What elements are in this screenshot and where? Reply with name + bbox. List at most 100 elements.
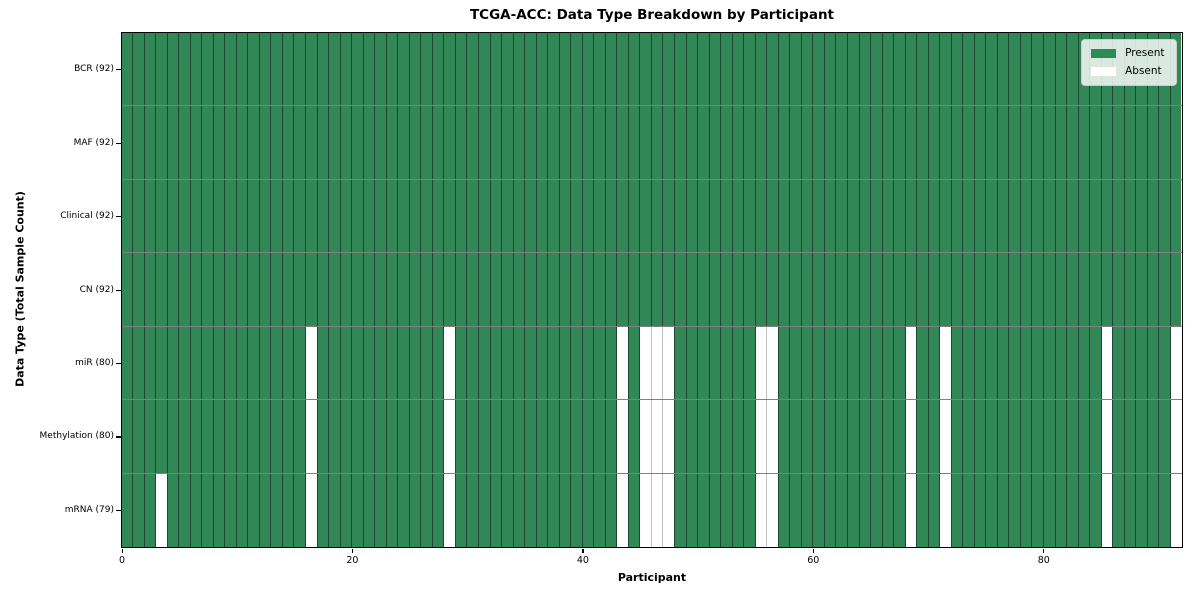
- y-tick-label: BCR (92): [74, 64, 114, 75]
- heatmap-cell: [478, 400, 491, 473]
- heatmap-cell: [467, 32, 479, 106]
- heatmap-cell: [617, 473, 629, 547]
- heatmap-cell: [1032, 179, 1044, 253]
- heatmap-cell: [1090, 106, 1102, 179]
- y-tick-label: miR (80): [75, 357, 114, 368]
- heatmap-cell: [432, 106, 445, 179]
- heatmap-cell: [525, 179, 537, 253]
- heatmap-cell: [801, 106, 814, 179]
- heatmap-cell: [605, 253, 618, 326]
- heatmap-cell: [548, 106, 560, 179]
- heatmap-cell: [502, 253, 514, 326]
- heatmap-cell: [502, 400, 514, 473]
- heatmap-cell: [398, 326, 410, 400]
- legend-entry-present: Present: [1091, 47, 1165, 59]
- heatmap-cell: [709, 473, 722, 547]
- heatmap-cell: [190, 253, 203, 326]
- heatmap-cell: [824, 179, 837, 253]
- chart-title: TCGA-ACC: Data Type Breakdown by Partici…: [469, 7, 835, 23]
- heatmap-cell: [548, 473, 560, 547]
- heatmap-cell: [640, 400, 652, 473]
- heatmap-cell: [963, 326, 975, 400]
- heatmap-cell: [571, 253, 583, 326]
- heatmap-cell: [363, 179, 376, 253]
- heatmap-cell: [1170, 326, 1182, 400]
- heatmap-cell: [963, 473, 975, 547]
- heatmap-cell: [790, 106, 802, 179]
- x-tick-mark: [1043, 548, 1045, 553]
- heatmap-cell: [871, 106, 883, 179]
- heatmap-cell: [928, 326, 941, 400]
- heatmap-cell: [282, 179, 295, 253]
- heatmap-cell: [559, 253, 572, 326]
- heatmap-cell: [1090, 179, 1102, 253]
- heatmap-cell: [928, 253, 941, 326]
- heatmap-cell: [709, 179, 722, 253]
- heatmap-cell: [951, 400, 964, 473]
- heatmap-cell: [571, 400, 583, 473]
- heatmap-cell: [444, 400, 456, 473]
- heatmap-cell: [755, 400, 768, 473]
- heatmap-cell: [1055, 106, 1068, 179]
- heatmap-cell: [432, 179, 445, 253]
- heatmap-cell: [167, 106, 180, 179]
- heatmap-cell: [663, 473, 675, 547]
- heatmap-cell: [617, 400, 629, 473]
- heatmap-cell: [640, 253, 652, 326]
- heatmap-cell: [167, 400, 180, 473]
- heatmap-cell: [651, 253, 664, 326]
- heatmap-cell: [721, 32, 733, 106]
- heatmap-cell: [421, 400, 433, 473]
- heatmap-cell: [744, 473, 756, 547]
- heatmap-cell: [882, 179, 895, 253]
- heatmap-cell: [294, 179, 306, 253]
- heatmap-cell: [490, 179, 503, 253]
- heatmap-cell: [755, 106, 768, 179]
- heatmap-cell: [871, 253, 883, 326]
- heatmap-cell: [248, 326, 260, 400]
- heatmap-cell: [594, 106, 606, 179]
- heatmap-cell: [1078, 326, 1091, 400]
- heatmap-cell: [167, 473, 180, 547]
- heatmap-cell: [225, 106, 237, 179]
- heatmap-cell: [721, 179, 733, 253]
- heatmap-cell: [894, 106, 906, 179]
- heatmap-cell: [628, 473, 641, 547]
- heatmap-cell: [236, 326, 249, 400]
- heatmap-cell: [1101, 253, 1114, 326]
- heatmap-cell: [559, 32, 572, 106]
- heatmap-cell: [721, 326, 733, 400]
- heatmap-cell: [213, 32, 226, 106]
- heatmap-cell: [894, 473, 906, 547]
- heatmap-cell: [513, 179, 526, 253]
- heatmap-cell: [282, 326, 295, 400]
- heatmap-cell: [651, 32, 664, 106]
- heatmap-cell: [986, 253, 998, 326]
- heatmap-cell: [997, 32, 1010, 106]
- heatmap-cell: [1101, 400, 1114, 473]
- heatmap-cell: [444, 473, 456, 547]
- heatmap-cell: [248, 106, 260, 179]
- heatmap-cell: [248, 32, 260, 106]
- heatmap-cell: [986, 473, 998, 547]
- heatmap-cell: [386, 106, 399, 179]
- heatmap-cell: [329, 473, 341, 547]
- heatmap-cell: [1009, 179, 1021, 253]
- heatmap-cell: [997, 106, 1010, 179]
- heatmap-cell: [144, 326, 157, 400]
- heatmap-cell: [363, 32, 376, 106]
- heatmap-cell: [1124, 106, 1137, 179]
- heatmap-cell: [340, 179, 353, 253]
- heatmap-cell: [306, 106, 318, 179]
- heatmap-cell: [432, 473, 445, 547]
- heatmap-cell: [329, 32, 341, 106]
- heatmap-cell: [1101, 326, 1114, 400]
- heatmap-cell: [709, 253, 722, 326]
- heatmap-cell: [1009, 253, 1021, 326]
- heatmap-cell: [294, 253, 306, 326]
- heatmap-cell: [1136, 473, 1148, 547]
- heatmap-cell: [213, 473, 226, 547]
- heatmap-cell: [248, 179, 260, 253]
- heatmap-cell: [1020, 473, 1033, 547]
- heatmap-cell: [1113, 179, 1125, 253]
